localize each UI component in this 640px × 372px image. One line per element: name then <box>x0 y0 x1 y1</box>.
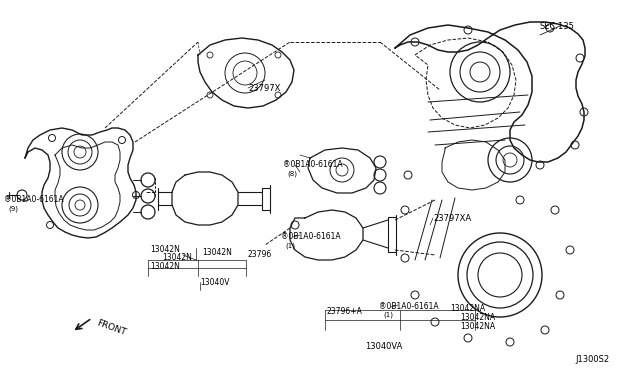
Text: 23796: 23796 <box>247 250 271 259</box>
Text: 23797X: 23797X <box>248 84 280 93</box>
Text: 13042N: 13042N <box>150 262 180 271</box>
Text: 23797XA: 23797XA <box>433 214 471 223</box>
Text: 13042NA: 13042NA <box>450 304 485 313</box>
Text: ®0B1A0-6161A: ®0B1A0-6161A <box>283 160 342 169</box>
Text: (9): (9) <box>8 205 18 212</box>
Text: 23796+A: 23796+A <box>327 307 363 316</box>
Text: FRONT: FRONT <box>95 318 127 337</box>
Text: SEC.135: SEC.135 <box>540 22 575 31</box>
Text: 13042N: 13042N <box>162 253 192 262</box>
Text: ®0B1A0-6161A: ®0B1A0-6161A <box>281 232 340 241</box>
Text: ®0B1A0-6161A: ®0B1A0-6161A <box>4 195 63 204</box>
Text: 13040VA: 13040VA <box>365 342 403 351</box>
Text: 13042NA: 13042NA <box>460 322 495 331</box>
Text: 13042NA: 13042NA <box>460 313 495 322</box>
Text: 13042N: 13042N <box>202 248 232 257</box>
Text: 13042N: 13042N <box>150 245 180 254</box>
Text: 13040V: 13040V <box>200 278 230 287</box>
Text: (1): (1) <box>285 242 295 248</box>
Text: (8): (8) <box>287 170 297 176</box>
Text: J1300S2: J1300S2 <box>575 355 609 364</box>
Text: ®0B1A0-6161A: ®0B1A0-6161A <box>379 302 438 311</box>
Text: (1): (1) <box>383 312 393 318</box>
